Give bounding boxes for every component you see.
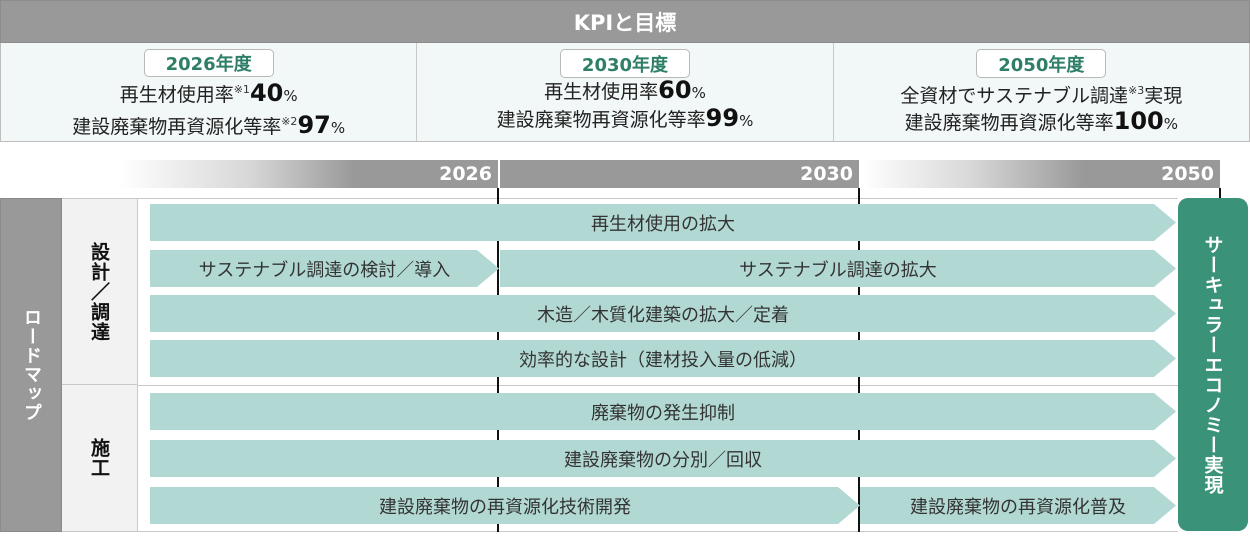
footnote-mark: ※2: [281, 115, 298, 128]
year-badge: 2030年度: [559, 49, 690, 78]
kpi-line: 建設廃棄物再資源化等率99%: [496, 104, 754, 132]
timeline-segment-2030: 2030: [500, 160, 859, 188]
roadmap-bar: 効率的な設計（建材投入量の低減）: [150, 340, 1176, 377]
roadmap-label: ロードマップ: [0, 198, 62, 532]
divider: [138, 531, 1178, 532]
roadmap-bar: 廃棄物の発生抑制: [150, 393, 1176, 430]
kpi-value: 99: [705, 104, 740, 132]
divider: [138, 385, 1178, 386]
milestone-label: 2026: [439, 163, 492, 185]
kpi-line: 全資材でサステナブル調達※3実現: [900, 84, 1183, 107]
category-construction: 施工: [62, 385, 138, 532]
milestone-line-2050: [1219, 188, 1221, 200]
year-badge: 2026年度: [143, 49, 274, 77]
roadmap: ロードマップ 設計／調達 施工: [0, 198, 1250, 532]
goal-box: サーキュラーエコノミー実現: [1178, 198, 1248, 531]
roadmap-bar: 建設廃棄物の再資源化普及: [860, 487, 1176, 524]
kpi-value: 60: [658, 76, 692, 104]
roadmap-bar: 建設廃棄物の分別／回収: [150, 440, 1176, 477]
milestone-label: 2030: [800, 163, 853, 185]
roadmap-bar: サステナブル調達の検討／導入: [150, 250, 499, 287]
footnote-mark: ※3: [1128, 84, 1145, 97]
kpi-line: 再生材使用率60%: [544, 76, 706, 104]
kpi-column-2050: 2050年度 全資材でサステナブル調達※3実現 建設廃棄物再資源化等率100%: [834, 43, 1249, 141]
timeline-segment-2026: 2026: [120, 160, 498, 188]
kpi-column-2026: 2026年度 再生材使用率※140% 建設廃棄物再資源化等率※297%: [1, 43, 418, 141]
kpi-line: 建設廃棄物再資源化等率100%: [904, 107, 1179, 135]
timeline-segment-2050: 2050: [861, 160, 1220, 188]
kpi-line: 再生材使用率※140%: [119, 79, 298, 107]
kpi-title: KPIと目標: [573, 10, 677, 35]
kpi-value: 40: [249, 79, 284, 107]
kpi-header: KPIと目標: [0, 0, 1250, 43]
kpi-value: 100: [1113, 107, 1164, 135]
roadmap-bar: 木造／木質化建築の拡大／定着: [150, 295, 1176, 332]
roadmap-bar: 建設廃棄物の再資源化技術開発: [150, 487, 860, 524]
roadmap-bar: サステナブル調達の拡大: [500, 250, 1176, 287]
milestone-label: 2050: [1161, 163, 1214, 185]
kpi-column-2030: 2030年度 再生材使用率60% 建設廃棄物再資源化等率99%: [417, 43, 834, 141]
year-badge: 2050年度: [976, 49, 1107, 78]
roadmap-bar: 再生材使用の拡大: [150, 204, 1176, 241]
kpi-line: 建設廃棄物再資源化等率※297%: [72, 111, 346, 139]
kpi-value: 97: [297, 111, 331, 139]
category-design-procurement: 設計／調達: [62, 198, 138, 385]
kpi-panels: 2026年度 再生材使用率※140% 建設廃棄物再資源化等率※297% 2030…: [0, 43, 1250, 142]
divider: [138, 198, 1178, 199]
footnote-mark: ※1: [233, 83, 250, 96]
